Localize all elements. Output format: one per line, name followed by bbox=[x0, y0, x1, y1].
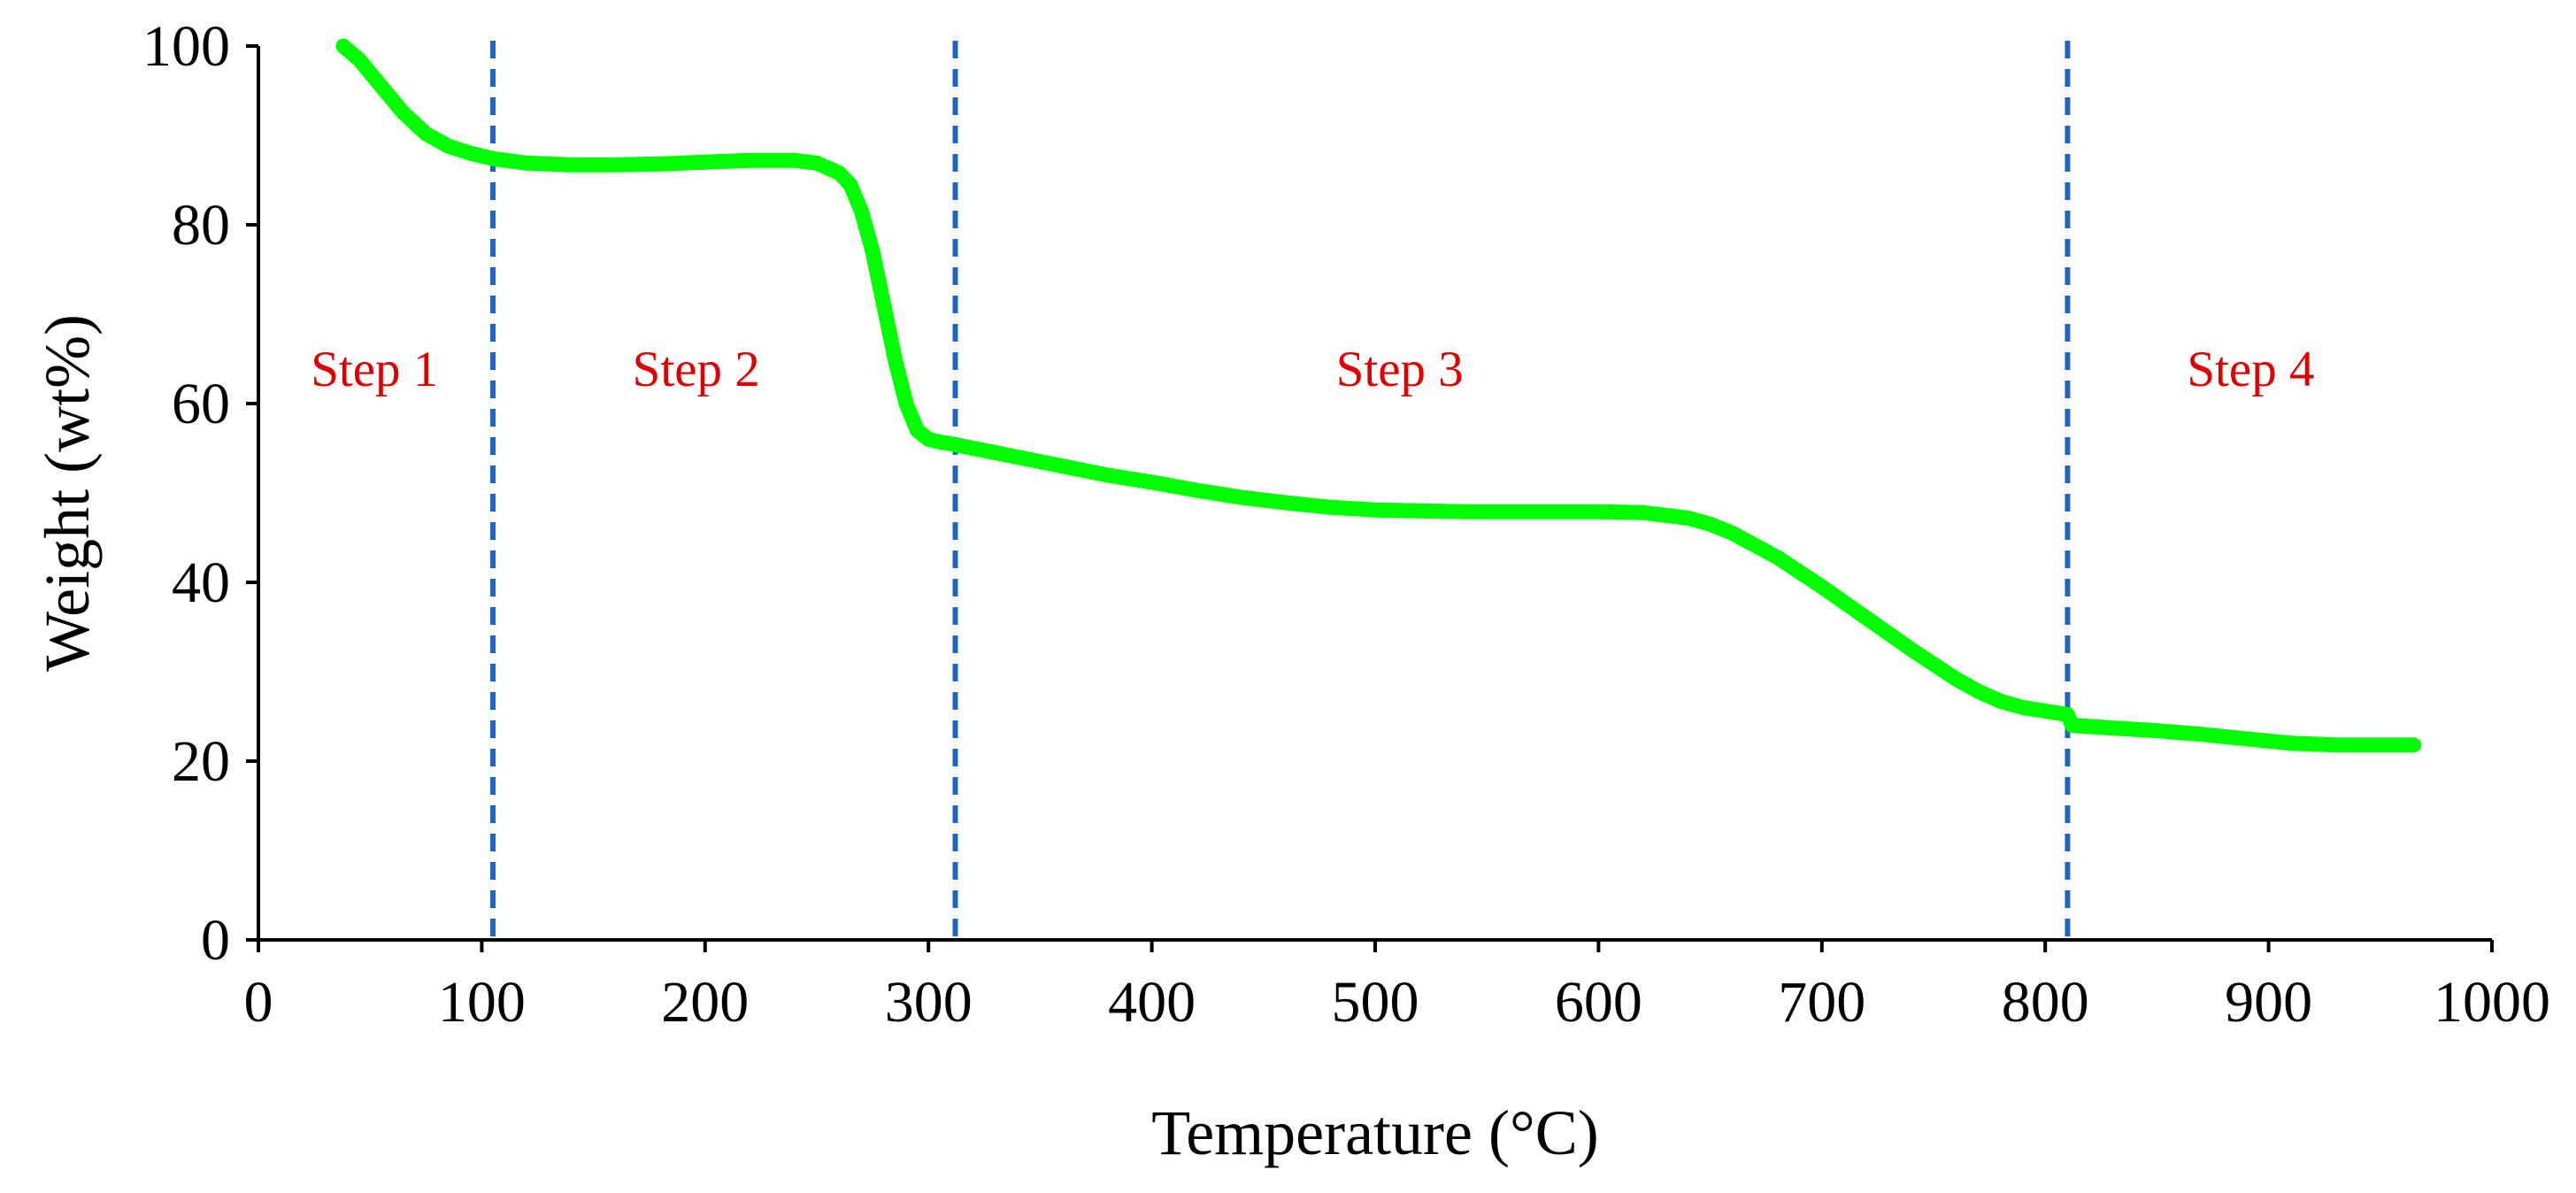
x-tick-label: 400 bbox=[1108, 970, 1196, 1035]
tga-series-line bbox=[335, 38, 2422, 753]
x-tick-label: 100 bbox=[438, 970, 526, 1035]
x-tick-label: 700 bbox=[1778, 970, 1865, 1035]
series-layer bbox=[335, 38, 2422, 753]
y-tick-label: 0 bbox=[201, 908, 230, 973]
x-tick-label: 0 bbox=[244, 970, 273, 1035]
x-axis-title: Temperature (°C) bbox=[1151, 1097, 1599, 1168]
ticks: 0 100 200 300 400 500 600 700 800 900 1000 0 20 40 60 8… bbox=[142, 14, 2550, 1035]
x-tick-label: 900 bbox=[2225, 970, 2312, 1035]
x-tick-label: 600 bbox=[1555, 970, 1642, 1035]
step-label: Step 3 bbox=[1336, 342, 1464, 397]
axes bbox=[257, 46, 2492, 942]
x-tick-label: 300 bbox=[885, 970, 973, 1035]
y-tick-label: 20 bbox=[172, 729, 230, 794]
step-boundaries bbox=[490, 41, 2071, 940]
step-label: Step 4 bbox=[2187, 342, 2314, 397]
step-label: Step 1 bbox=[311, 342, 438, 397]
y-tick-label: 100 bbox=[142, 14, 230, 79]
y-tick-label: 40 bbox=[172, 550, 230, 615]
x-tick-label: 800 bbox=[2002, 970, 2089, 1035]
x-tick-label: 500 bbox=[1332, 970, 1419, 1035]
step-labels: Step 1 Step 2 Step 3 Step 4 bbox=[311, 342, 2314, 397]
x-tick-label: 1000 bbox=[2434, 970, 2550, 1035]
x-tick-label: 200 bbox=[661, 970, 749, 1035]
y-tick-label: 60 bbox=[172, 372, 230, 436]
y-axis-title: Weight (wt%) bbox=[32, 314, 103, 672]
y-tick-label: 80 bbox=[172, 193, 230, 258]
step-label: Step 2 bbox=[633, 342, 760, 397]
